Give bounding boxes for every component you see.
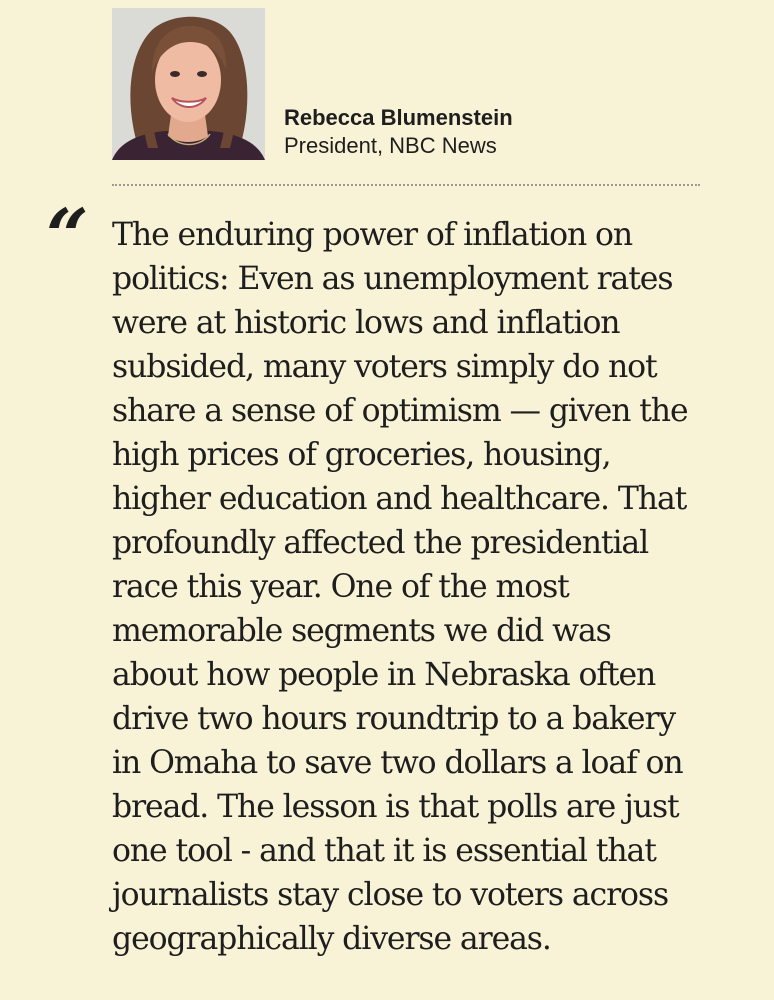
quote-line: high prices of groceries, housing, — [112, 437, 612, 473]
author-title: President, NBC News — [284, 133, 497, 158]
quote-line: were at historic lows and inflation — [112, 305, 621, 341]
quote-line: about how people in Nebraska often — [112, 657, 656, 693]
author-name: Rebecca Blumenstein — [284, 105, 513, 130]
quote-line: politics: Even as unemployment rates — [112, 261, 674, 297]
quote-line: higher education and healthcare. That — [112, 481, 687, 517]
author-photo — [112, 8, 265, 160]
quote-line: journalists stay close to voters across — [112, 877, 669, 913]
quote-line: in Omaha to save two dollars a loaf on — [112, 745, 684, 781]
quote-line: one tool - and that it is essential that — [112, 833, 657, 869]
quote-line: bread. The lesson is that polls are just — [112, 789, 680, 825]
quote-line: race this year. One of the most — [112, 569, 570, 605]
quote-line: The enduring power of inflation on — [112, 217, 633, 253]
quote-line: subsided, many voters simply do not — [112, 349, 658, 385]
quote-line: memorable segments we did was — [112, 613, 612, 649]
quote-mark-icon: “ — [46, 194, 89, 280]
quote-line: profoundly affected the presidential — [112, 525, 649, 561]
quote-line: geographically diverse areas. — [112, 921, 552, 957]
quote-text: The enduring power of inflation on politi… — [112, 213, 762, 961]
quote-line: share a sense of optimism — given the — [112, 393, 689, 429]
author-byline: Rebecca Blumenstein President, NBC News — [284, 104, 513, 160]
quote-line: drive two hours roundtrip to a bakery — [112, 701, 676, 737]
dotted-divider — [112, 184, 700, 186]
